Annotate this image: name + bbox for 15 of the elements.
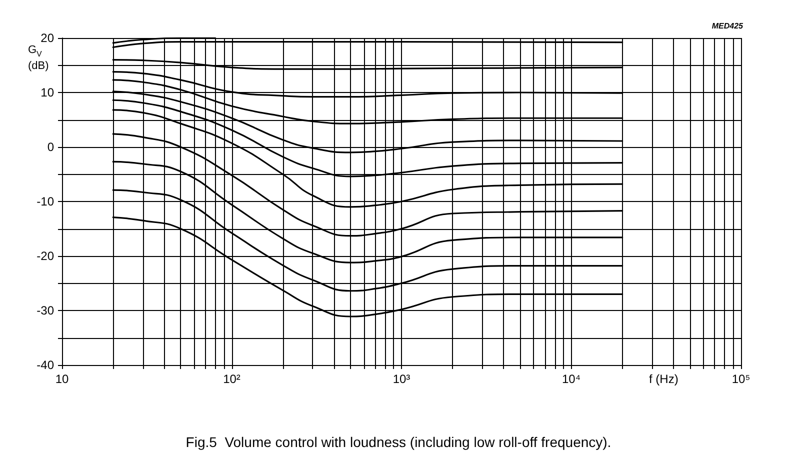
x-axis-title: f (Hz): [649, 372, 678, 386]
y-tick-label: -30: [36, 304, 54, 318]
y-tick-label: -40: [36, 358, 54, 372]
x-tick-label: 10³: [392, 372, 410, 386]
y-tick-label: 20: [40, 31, 54, 45]
y-tick-label: 0: [47, 140, 54, 154]
text: MED425: [712, 22, 744, 30]
text: Fig.5 Volume control with loudness (including low roll-off frequency).: [186, 434, 612, 450]
x-tick-label: 10⁵: [732, 372, 750, 386]
y-tick-label: -20: [36, 249, 54, 263]
y-tick-label: 10: [40, 86, 54, 100]
y-tick-label: -10: [36, 194, 54, 208]
x-tick-label: 10⁴: [562, 372, 581, 386]
x-tick-label: 10²: [223, 372, 240, 386]
x-tick-label: 10: [55, 372, 69, 386]
